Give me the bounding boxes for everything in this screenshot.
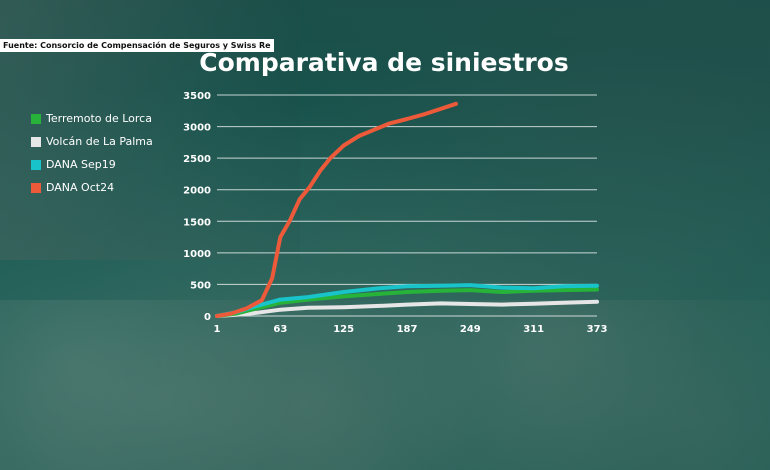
y-tick-label-3000: 3000: [183, 123, 211, 134]
series-line-dana-sep19: [215, 283, 599, 318]
legend-label-dana-sep19: DANA Sep19: [46, 158, 116, 171]
legend-item-lorca: Terremoto de Lorca: [31, 107, 153, 130]
x-tick-label-187: 187: [397, 324, 418, 335]
legend-label-la-palma: Volcán de La Palma: [46, 135, 153, 148]
x-tick-label-1: 1: [214, 324, 221, 335]
legend: Terremoto de Lorca Volcán de La Palma DA…: [31, 107, 153, 199]
series-line-dana-oct24: [215, 101, 458, 318]
y-tick-label-2000: 2000: [183, 186, 211, 197]
series-line-terremoto-de-lorca: [215, 287, 599, 318]
y-tick-label-3500: 3500: [183, 91, 211, 102]
background-rubble: [0, 300, 770, 470]
x-tick-label-311: 311: [523, 324, 544, 335]
legend-item-la-palma: Volcán de La Palma: [31, 130, 153, 153]
series-line-volcan-de-la-palma: [215, 299, 599, 318]
source-note: Fuente: Consorcio de Compensación de Seg…: [0, 39, 274, 52]
x-tick-label-373: 373: [587, 324, 608, 335]
y-tick-label-2500: 2500: [183, 154, 211, 165]
legend-label-lorca: Terremoto de Lorca: [46, 112, 152, 125]
legend-swatch-lorca: [31, 113, 41, 124]
x-tick-label-249: 249: [460, 324, 481, 335]
y-tick-label-0: 0: [204, 312, 211, 323]
legend-item-dana-oct24: DANA Oct24: [31, 176, 153, 199]
y-tick-label-1000: 1000: [183, 249, 211, 260]
legend-label-dana-oct24: DANA Oct24: [46, 181, 115, 194]
x-tick-label-63: 63: [273, 324, 287, 335]
legend-swatch-dana-oct24: [31, 182, 41, 193]
y-tick-label-500: 500: [190, 280, 211, 291]
y-tick-label-1500: 1500: [183, 217, 211, 228]
chart-title: Comparativa de siniestros: [199, 48, 569, 77]
x-tick-label-125: 125: [333, 324, 354, 335]
legend-swatch-dana-sep19: [31, 159, 41, 170]
legend-item-dana-sep19: DANA Sep19: [31, 153, 153, 176]
legend-swatch-la-palma: [31, 136, 41, 147]
